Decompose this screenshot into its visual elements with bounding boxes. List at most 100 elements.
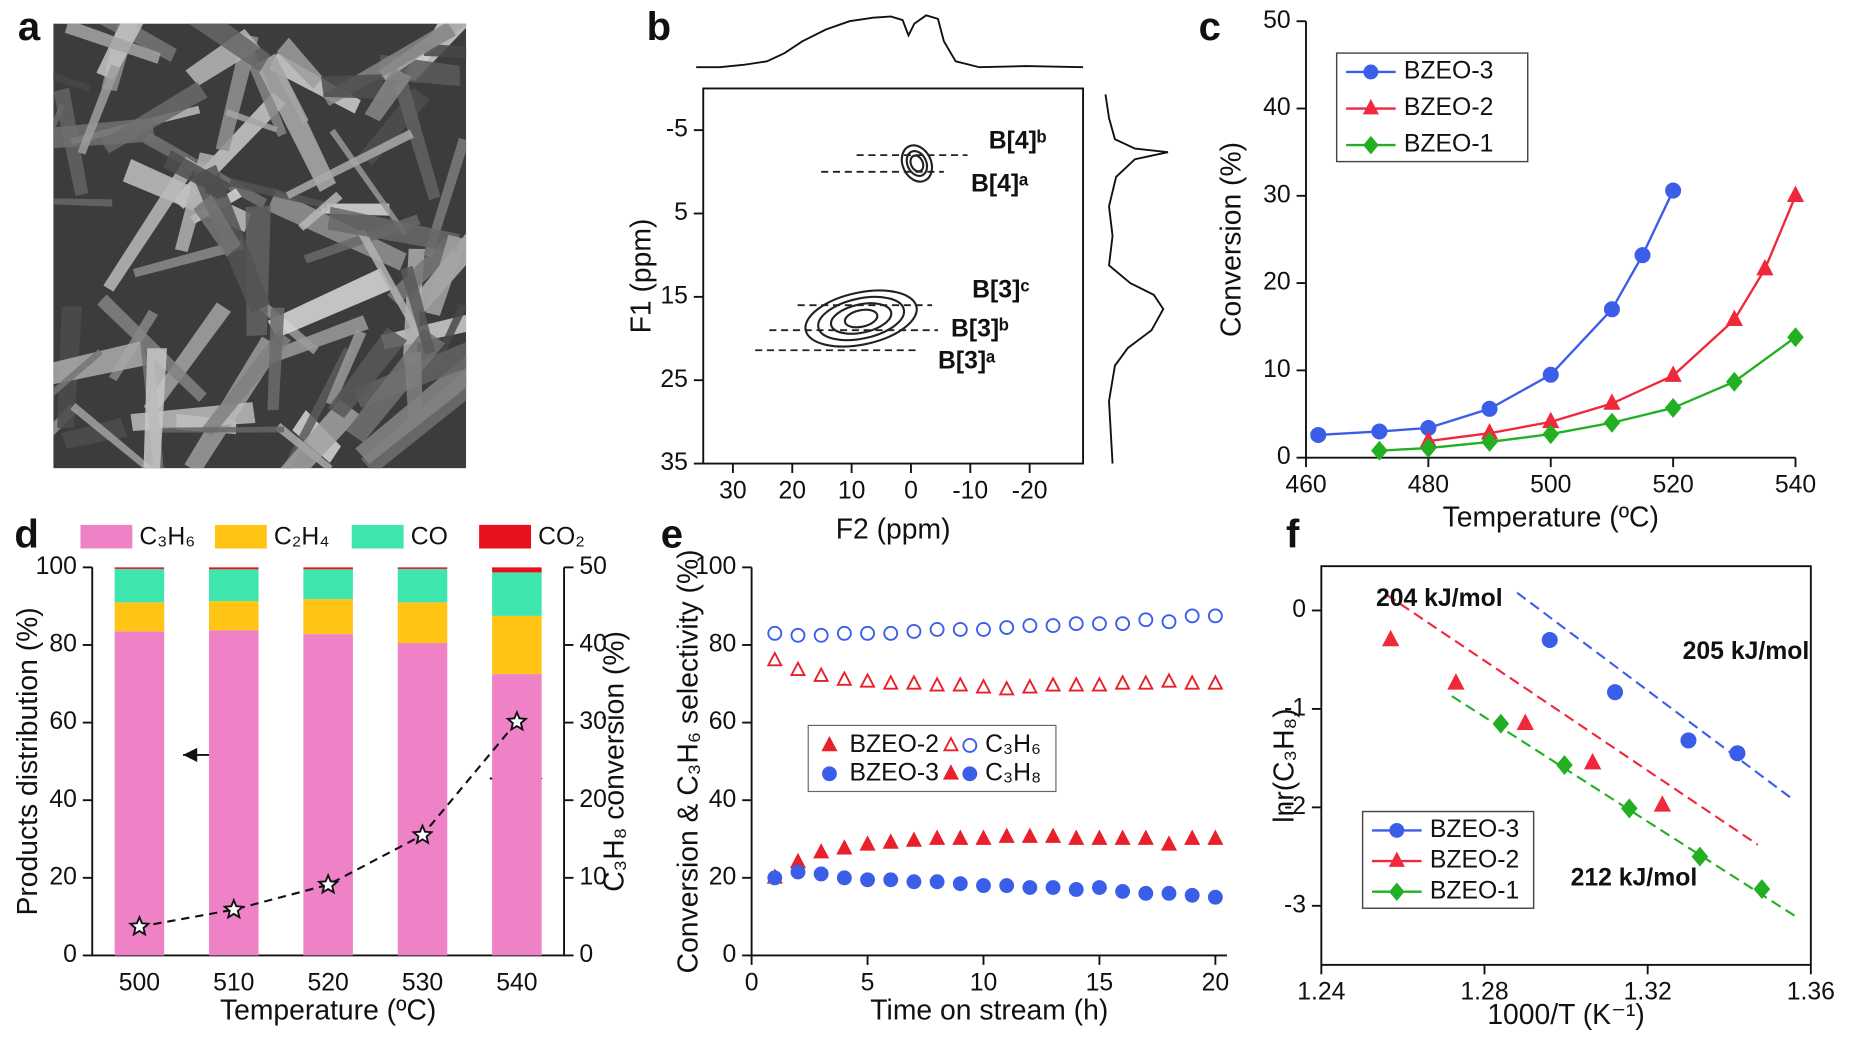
point	[1726, 371, 1743, 392]
point	[860, 625, 875, 641]
point	[1114, 674, 1131, 690]
sem-flake	[269, 58, 309, 124]
conversion-point	[505, 709, 529, 732]
legend-label: C₃H₆	[985, 731, 1041, 758]
point	[1207, 889, 1223, 905]
plot-frame	[1320, 565, 1812, 966]
point	[813, 666, 830, 682]
legend-marker	[942, 735, 960, 752]
point	[1786, 185, 1805, 203]
arrow-head	[183, 747, 198, 762]
sem-flake	[193, 194, 241, 257]
point	[1021, 827, 1038, 843]
sem-flake	[393, 80, 441, 201]
point	[1556, 755, 1573, 775]
point	[790, 627, 806, 643]
point	[1680, 732, 1697, 749]
sem-flake	[329, 128, 408, 236]
y-tick-label: 20	[1263, 269, 1291, 296]
y-tick-label: 60	[49, 708, 77, 735]
y-axis-label: Conversion & C₃H₆ selectivity (%)	[672, 549, 704, 973]
bar-segment	[209, 601, 259, 631]
x-tick-label: 0	[745, 969, 759, 996]
series-line	[1318, 190, 1675, 437]
point	[1045, 618, 1061, 634]
point	[1184, 674, 1201, 690]
annotation: B[3]ᶜ	[972, 277, 1030, 304]
y-tick-label: 100	[695, 553, 736, 580]
point	[767, 625, 783, 641]
point	[905, 831, 922, 847]
x-tick-label: 500	[1530, 472, 1571, 499]
point	[813, 627, 829, 643]
point	[1310, 426, 1327, 443]
x-tick-label: 1.32	[1624, 979, 1672, 1006]
point	[1045, 676, 1062, 692]
annotation: B[3]ᵃ	[938, 348, 996, 375]
point	[1161, 614, 1177, 630]
bar-segment	[397, 568, 448, 603]
point	[1115, 616, 1131, 632]
point	[1207, 608, 1223, 624]
y-tick-label: 20	[49, 863, 77, 890]
x-tick-label: 1.24	[1297, 979, 1345, 1006]
y-tick-label: 80	[709, 631, 737, 658]
y-tick-label: 20	[709, 863, 737, 890]
point	[1542, 366, 1559, 383]
point	[1603, 301, 1620, 318]
point	[859, 835, 876, 851]
legend-marker	[1362, 99, 1379, 115]
x-tick-label: 1.36	[1787, 979, 1835, 1006]
bar-segment	[209, 567, 259, 570]
point	[836, 670, 853, 686]
point	[1138, 885, 1154, 901]
point	[1207, 674, 1224, 690]
sem-flake	[276, 37, 324, 89]
series-line	[1428, 195, 1797, 443]
series-line	[1379, 336, 1797, 452]
point	[929, 676, 946, 692]
sem-flake	[53, 103, 66, 133]
y-tick-label: 50	[579, 553, 607, 580]
legend-box	[807, 724, 1057, 793]
point	[1160, 835, 1178, 851]
point	[1492, 713, 1510, 734]
sem-flake	[53, 348, 103, 397]
point	[929, 874, 945, 890]
x-tick-label: 500	[119, 969, 160, 996]
point	[1516, 713, 1534, 730]
annotation: B[4]ᵃ	[971, 170, 1029, 197]
legend-marker	[821, 735, 838, 752]
point	[999, 620, 1015, 635]
y-tick-label: 30	[1263, 181, 1291, 208]
point	[1756, 258, 1774, 276]
sem-flake	[265, 315, 369, 364]
point	[1481, 400, 1498, 417]
legend-label: C₃H₈	[985, 759, 1041, 786]
legend-marker	[822, 766, 837, 782]
point	[1138, 612, 1154, 628]
conversion-point	[222, 897, 246, 920]
point	[906, 874, 922, 890]
annotation: 205 kJ/mol	[1683, 638, 1810, 665]
sem-flake	[53, 72, 91, 92]
sem-flake	[143, 302, 231, 415]
y-tick-label: 35	[660, 449, 688, 476]
point	[1583, 752, 1602, 770]
x-tick-label: 520	[1652, 472, 1693, 499]
conversion-line	[139, 721, 518, 928]
point	[1787, 327, 1804, 348]
point	[1753, 879, 1771, 900]
fit-line	[1516, 591, 1792, 799]
bar-segment	[397, 602, 448, 644]
conversion-point	[316, 872, 340, 895]
x-axis-label: F2 (ppm)	[836, 512, 951, 544]
sem-flake	[243, 48, 287, 137]
sem-flake	[298, 191, 343, 231]
y-tick-label: 25	[660, 366, 688, 393]
x-tick-label: 20	[778, 477, 806, 504]
y-tick-label: 0	[722, 941, 736, 968]
point	[906, 623, 922, 639]
point	[1603, 412, 1621, 433]
y2-axis-label: C₃H₈ conversion (%)	[597, 631, 629, 892]
